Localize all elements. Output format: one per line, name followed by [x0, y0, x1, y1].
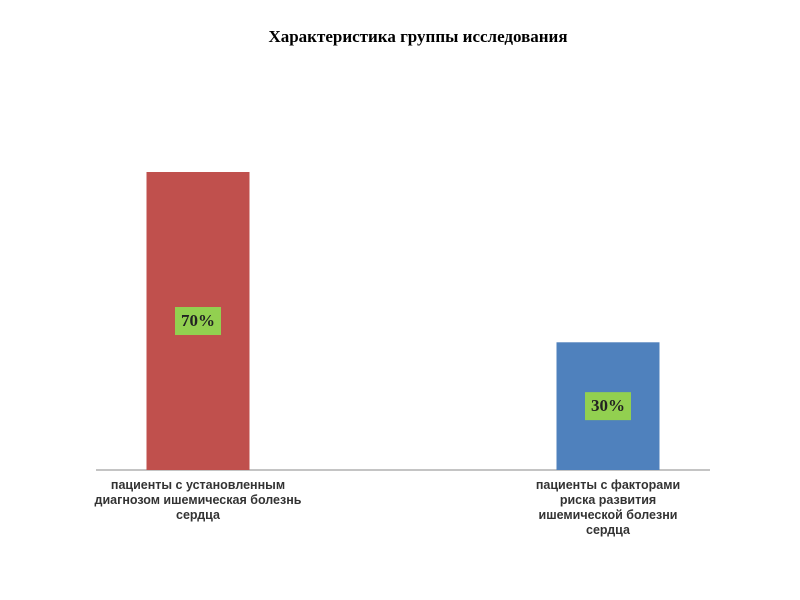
value-label-box [585, 392, 631, 421]
value-label: 30% [591, 396, 625, 415]
value-label-box [175, 307, 221, 336]
chart-title: Характеристика группы исследования [268, 27, 567, 46]
x-tick-label: пациенты с установленным диагнозом ишеми… [94, 478, 302, 522]
x-tick-label: пациенты с факторами риска развития ишем… [535, 478, 681, 537]
value-label: 70% [181, 311, 215, 330]
